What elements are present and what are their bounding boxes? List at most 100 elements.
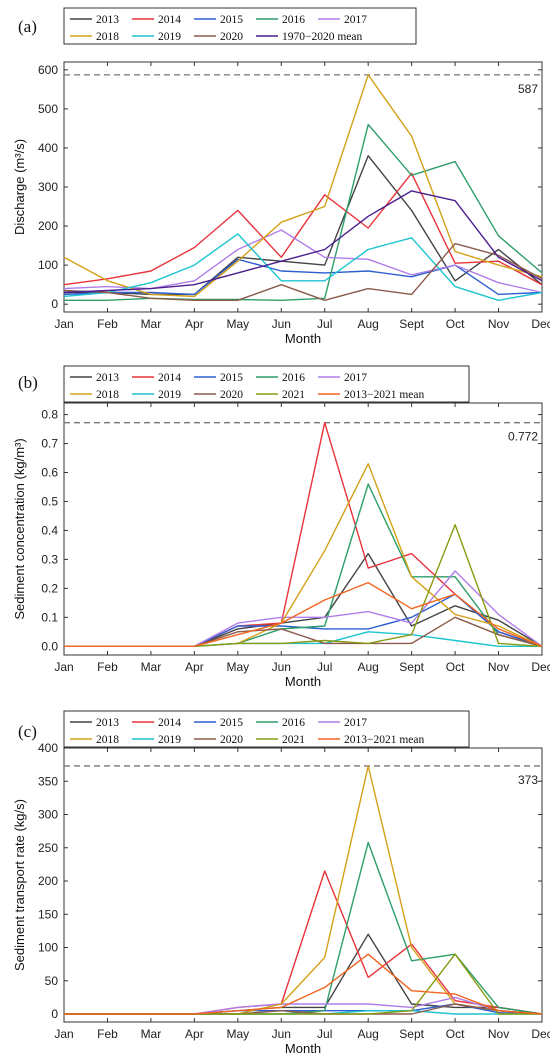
reference-label: 373	[518, 773, 538, 787]
y-tick-label: 0	[51, 1007, 58, 1021]
legend-item: 2016	[256, 372, 305, 384]
x-tick-label: Jan	[54, 317, 73, 331]
x-tick-label: Dec	[531, 1027, 550, 1041]
plot-frame	[63, 402, 543, 656]
x-tick-label: Oct	[446, 317, 465, 331]
chart-panel-1: (b) 0.0 0.1 0.2 0.3 0.4 0.5 0.6 0.7 0.8 Jan Feb Mar A…	[12, 365, 550, 689]
legend-label: 2014	[158, 372, 181, 384]
legend-label: 2018	[96, 734, 119, 746]
x-tick-label: Jul	[317, 1027, 332, 1041]
y-tick-label: 0.0	[41, 639, 58, 653]
legend-label: 2021	[282, 389, 305, 401]
y-tick-label: 350	[38, 774, 58, 788]
legend: 2013 2014 2015 2016 2017 2018 2019 2020 1970−202…	[63, 7, 417, 45]
legend-item: 2015	[194, 717, 243, 729]
legend-label: 2018	[96, 31, 119, 43]
legend-item: 2014	[132, 372, 181, 384]
legend-label: 2014	[158, 14, 181, 26]
y-tick-label: 0.7	[41, 437, 58, 451]
y-tick-label: 400	[38, 141, 58, 155]
legend-label: 2019	[158, 389, 181, 401]
x-tick-label: Sept	[399, 317, 424, 331]
legend-item: 2016	[256, 717, 305, 729]
x-tick-label: Jun	[272, 1027, 291, 1041]
plot-frame	[63, 747, 543, 1023]
x-tick-label: May	[226, 660, 249, 674]
series-line-1	[64, 422, 543, 647]
series-line-1	[64, 870, 543, 1015]
legend-label: 2014	[158, 717, 181, 729]
y-axis-label: Sediment transport rate (kg/s)	[12, 799, 27, 971]
legend-label: 2013	[96, 372, 119, 384]
reference-label: 0.772	[508, 430, 538, 444]
legend-item: 2017	[318, 372, 367, 384]
legend-label: 2017	[344, 372, 367, 384]
y-tick-label: 0.5	[41, 494, 58, 508]
y-tick-label: 400	[38, 741, 58, 755]
legend-label: 1970−2020 mean	[282, 31, 363, 43]
y-tick-label: 300	[38, 180, 58, 194]
series-line-4	[63, 229, 543, 294]
y-axis-label: Sediment concentration (kg/m³)	[12, 438, 27, 619]
series-line-6	[64, 631, 542, 647]
legend-label: 2016	[282, 14, 305, 26]
y-tick-label: 0.4	[41, 523, 58, 537]
legend-label: 2015	[220, 717, 243, 729]
legend-box	[63, 710, 470, 748]
x-axis-label: Month	[285, 1041, 321, 1056]
x-tick-label: Jul	[317, 660, 332, 674]
x-tick-label: Sept	[399, 1027, 424, 1041]
legend-label: 2015	[220, 14, 243, 26]
y-tick-label: 200	[38, 219, 58, 233]
legend-label: 2021	[282, 734, 305, 746]
legend-item: 2020	[194, 31, 243, 43]
legend-label: 2013−2021 mean	[344, 734, 425, 746]
legend-label: 2017	[344, 14, 367, 26]
y-tick-label: 0.2	[41, 581, 58, 595]
reference-label: 587	[518, 82, 538, 96]
legend-item: 2014	[132, 14, 181, 26]
legend-item: 2015	[194, 372, 243, 384]
x-tick-label: Feb	[97, 317, 118, 331]
legend-item: 2018	[70, 31, 119, 43]
series-line-7	[63, 242, 543, 301]
x-tick-label: Jun	[272, 317, 291, 331]
y-tick-label: 0.6	[41, 466, 58, 480]
x-tick-label: Dec	[531, 317, 550, 331]
x-tick-label: May	[226, 317, 249, 331]
y-tick-label: 0.8	[41, 408, 58, 422]
legend: 2013 2014 2015 2016 2017 2018 2019 2020 2021 2013…	[63, 365, 470, 403]
legend-label: 2013−2021 mean	[344, 389, 425, 401]
x-tick-label: Jun	[272, 660, 291, 674]
y-tick-label: 50	[45, 974, 59, 988]
series-line-3	[64, 841, 543, 1015]
legend-label: 2015	[220, 372, 243, 384]
series-line-7	[64, 1003, 543, 1015]
y-tick-label: 100	[38, 258, 58, 272]
legend-label: 2016	[282, 372, 305, 384]
x-tick-label: Nov	[488, 317, 509, 331]
panel-label: (c)	[18, 722, 37, 741]
legend-item: 1970−2020 mean	[256, 31, 363, 43]
y-tick-label: 200	[38, 874, 58, 888]
legend-item: 2013−2021 mean	[318, 389, 425, 401]
series-line-5	[64, 765, 543, 1015]
panel-label: (b)	[18, 373, 38, 392]
x-tick-label: Apr	[185, 660, 204, 674]
legend-label: 2020	[220, 31, 243, 43]
series-line-3	[64, 123, 543, 301]
y-axis-label: Discharge (m³/s)	[12, 139, 27, 235]
legend-item: 2020	[194, 734, 243, 746]
series-line-8	[63, 190, 543, 294]
chart-panel-2: (c) 0 50 100 150 200 250 300 350 400 Jan Feb Mar Apr M…	[12, 710, 550, 1056]
legend-item: 2013−2021 mean	[318, 734, 425, 746]
y-tick-label: 100	[38, 941, 58, 955]
series-line-6	[63, 233, 543, 301]
legend-label: 2017	[344, 717, 367, 729]
legend-item: 2013	[70, 717, 119, 729]
series-line-4	[64, 570, 543, 647]
panel-label: (a)	[18, 17, 37, 36]
x-tick-label: Apr	[185, 1027, 204, 1041]
